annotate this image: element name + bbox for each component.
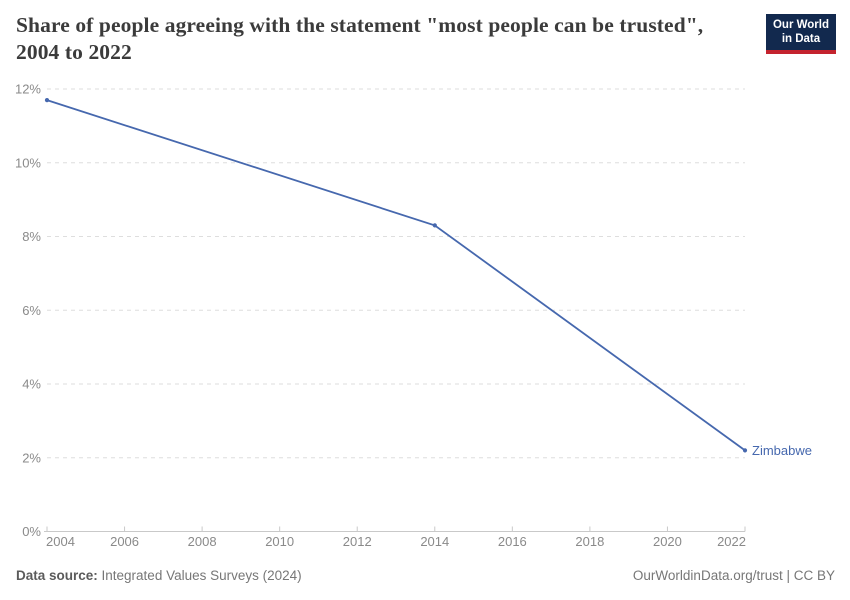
series-line-zimbabwe[interactable] xyxy=(46,99,746,452)
chart-title: Share of people agreeing with the statem… xyxy=(16,13,704,64)
data-point-zimbabwe-2014[interactable] xyxy=(432,223,437,228)
y-tick-label-8: 8% xyxy=(22,229,41,244)
owid-logo[interactable]: Our World in Data xyxy=(765,14,836,54)
x-tick-label-2008: 2008 xyxy=(188,534,217,549)
chart-footer: Data source: Integrated Values Surveys (… xyxy=(16,568,835,583)
y-tick-label-0: 0% xyxy=(22,524,41,539)
y-tick-label-2: 2% xyxy=(22,450,41,465)
data-source-note: Data source: Integrated Values Surveys (… xyxy=(16,568,302,583)
x-tick-label-2018: 2018 xyxy=(575,534,604,549)
data-source-label: Data source: xyxy=(16,568,98,583)
y-tick-label-10: 10% xyxy=(15,155,41,170)
x-tick-label-2014: 2014 xyxy=(420,534,449,549)
credit-link[interactable]: OurWorldinData.org/trust | CC BY xyxy=(632,568,835,583)
entity-label-zimbabwe[interactable]: Zimbabwe xyxy=(752,443,812,458)
data-point-zimbabwe-2022[interactable] xyxy=(742,448,748,453)
x-tick-label-2010: 2010 xyxy=(265,534,294,549)
y-tick-label-6: 6% xyxy=(22,303,41,318)
x-tick-label-2004: 2004 xyxy=(46,534,75,549)
owid-logo-line1: Our World xyxy=(772,19,829,31)
data-point-zimbabwe-2004[interactable] xyxy=(44,98,50,103)
x-tick-label-2012: 2012 xyxy=(343,534,372,549)
x-tick-label-2020: 2020 xyxy=(653,534,682,549)
data-source-value: Integrated Values Surveys (2024) xyxy=(97,568,302,583)
x-tick-label-2016: 2016 xyxy=(498,534,527,549)
owid-logo-line2: in Data xyxy=(781,32,821,45)
y-tick-label-4: 4% xyxy=(22,377,41,392)
x-tick-label-2006: 2006 xyxy=(110,534,139,549)
y-tick-label-12: 12% xyxy=(15,82,41,97)
x-tick-label-2022: 2022 xyxy=(717,534,746,549)
